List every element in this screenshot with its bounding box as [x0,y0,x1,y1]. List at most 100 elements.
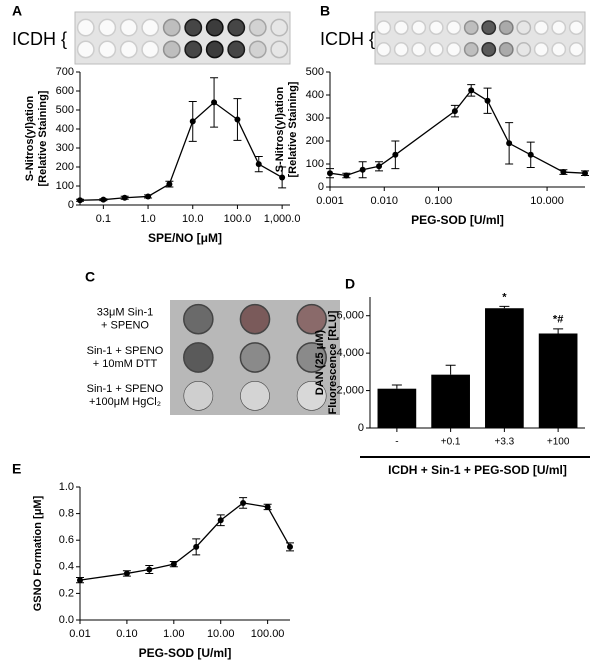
data-point [193,543,200,550]
x-tick-label: 1.0 [140,213,155,225]
blot-dot [568,42,584,57]
blot-dot [184,18,203,37]
row-label: +100μM HgCl₂ [89,396,161,408]
data-point [170,561,177,568]
data-point [121,194,128,201]
blot-dot [141,18,160,37]
y-tick-label: 0 [68,199,74,211]
blot-dot [516,20,532,36]
blot-dot [119,18,138,37]
y-tick-label: 4,000 [336,347,364,359]
blot-dot [227,40,246,59]
y-tick-label: 600 [56,85,74,97]
y-tick-label: 6,000 [336,310,364,322]
blot-dot [428,20,444,36]
blot-dot [183,380,214,411]
blot-dot [205,40,224,59]
error-bar [553,328,564,334]
data-point [77,577,83,584]
y-axis-label: S-Nitros(yl)ation [24,95,36,181]
blot-dot [551,42,567,57]
data-point [279,174,286,181]
data-point [100,196,107,203]
blot-dot [76,18,95,37]
data-point [240,499,247,506]
blot-dot [183,303,214,335]
error-bar [445,364,456,375]
blot-dot [98,40,117,59]
y-axis-label: [Relative Staining] [37,90,49,186]
error-bar [499,305,510,309]
data-point [146,566,153,573]
blot-dot [568,20,584,36]
blot-dot [239,303,271,335]
y-tick-label: 500 [306,66,324,78]
blot-dot [98,18,117,37]
y-tick-label: 0.6 [59,534,74,546]
blot-dot [533,20,549,36]
x-tick-label: 0.001 [316,195,344,207]
blot-dot [376,20,392,36]
x-tick-label: 0.1 [96,213,111,225]
blot-dot [463,20,479,36]
data-point [506,140,513,147]
blot-label: ICDH { [320,29,375,49]
row-label: Sin-1 + SPENO [87,383,164,395]
data-point [264,503,271,510]
x-tick-label: 10.000 [530,195,564,207]
blot-dot [498,42,514,57]
row-label: 33μM Sin-1 [97,307,153,319]
y-axis-label: [Relative Staining] [287,81,299,177]
blot-dot [270,18,289,37]
blot-dot [296,342,327,373]
blot-dot [481,42,497,57]
row-label: + SPENO [101,320,149,332]
y-tick-label: 400 [306,89,324,101]
bar-annotation: *# [553,314,563,326]
blot-dot [141,40,160,59]
error-bar [391,384,402,389]
blot-dot [411,20,427,36]
y-tick-label: 0.2 [59,587,74,599]
blot-dot [248,40,267,59]
blot-image [374,11,586,65]
bar [538,333,578,428]
bar [485,308,524,428]
x-tick-label: +0.1 [441,437,461,448]
data-point [468,87,475,94]
y-tick-label: 100 [306,158,324,170]
y-tick-label: 200 [56,161,74,173]
panel-label: D [345,276,355,292]
data-point [451,108,458,115]
row-label: + 10mM DTT [93,358,158,370]
blot-dot [481,20,497,36]
x-tick-label: 0.10 [116,628,137,640]
x-axis-label: PEG-SOD [U/ml] [411,213,504,227]
data-point [343,172,350,179]
y-tick-label: 2,000 [336,384,364,396]
panel-label: C [85,269,95,285]
blot-dot [162,18,181,37]
blot-label: ICDH { [12,29,67,49]
blot-dot [516,42,532,57]
y-tick-label: 0.4 [59,561,74,573]
data-point [189,118,196,125]
data-point [234,116,241,123]
data-point [287,543,293,550]
y-tick-label: 0 [318,181,324,193]
x-tick-label: 0.100 [425,195,453,207]
blot-dot [227,18,246,37]
bar [377,388,417,428]
x-tick-label: 100.00 [251,628,285,640]
x-tick-label: 10.00 [207,628,235,640]
panel-label: A [12,3,22,19]
data-point [327,170,333,177]
x-tick-label: +3.3 [495,437,515,448]
data-point [560,169,567,176]
data-line [329,89,586,177]
y-tick-label: 400 [56,123,74,135]
y-tick-label: 500 [56,104,74,116]
data-line [79,101,283,201]
blot-dot [239,342,271,373]
